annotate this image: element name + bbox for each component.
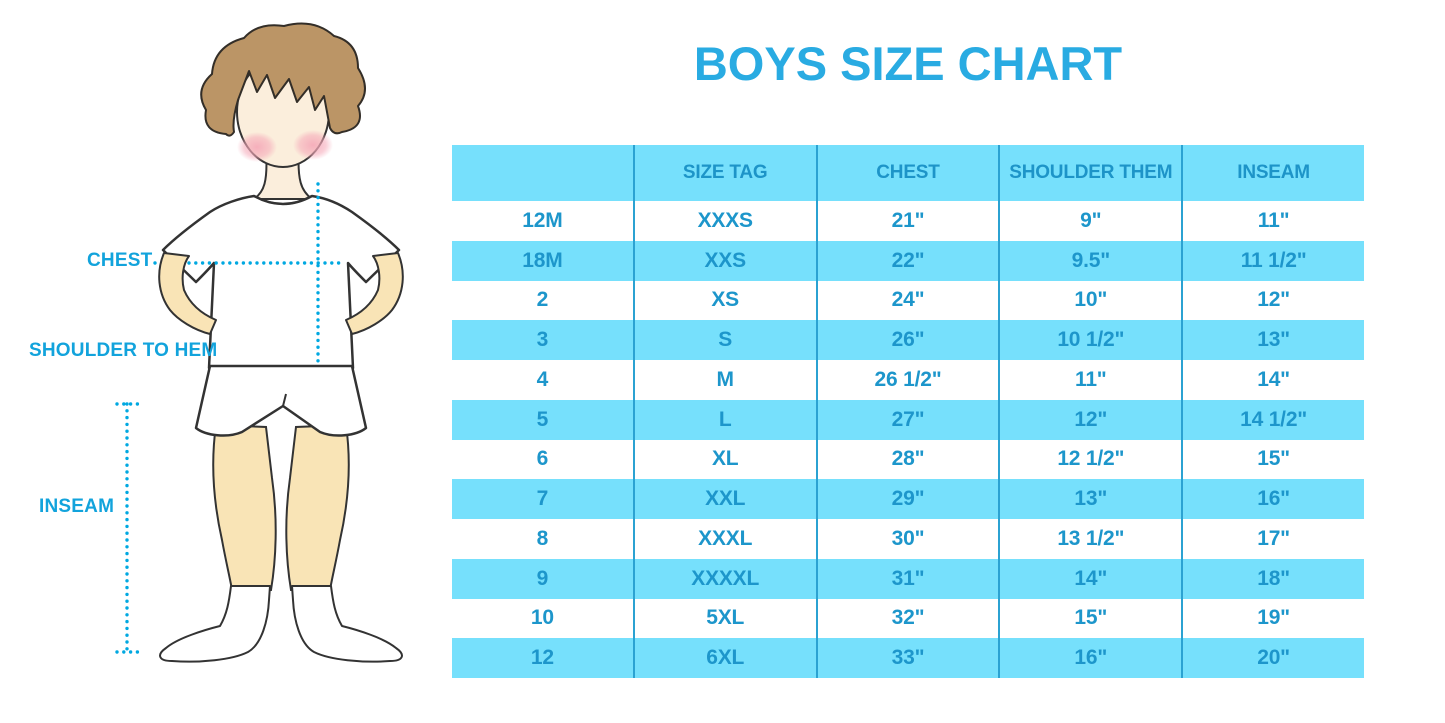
table-cell: 10 1/2": [1000, 320, 1184, 360]
table-cell: 26": [818, 320, 1001, 360]
table-cell: 6: [452, 439, 635, 480]
blush-left-cheek: [237, 132, 277, 162]
table-cell: 6XL: [635, 638, 818, 678]
right-leg: [285, 423, 350, 591]
table-cell: 14 1/2": [1240, 407, 1308, 431]
table-cell: 26 1/2": [818, 360, 1001, 400]
shoulder-to-hem-label: SHOULDER TO HEM: [29, 340, 218, 361]
table-cell: 12M: [452, 201, 635, 241]
table-row: 6 XL 28" 12 1/2" 15": [452, 439, 1364, 480]
table-cell: XXXS: [635, 201, 818, 241]
table-cell: 15": [1000, 598, 1184, 639]
table-row: 3 S 26" 10 1/2" 13": [452, 320, 1364, 360]
column-header-size-tag: SIZE TAG: [635, 145, 818, 201]
table-cell: XL: [635, 439, 818, 480]
table-cell: 32": [818, 598, 1001, 639]
table-cell: 30": [818, 519, 1001, 559]
table-cell: 9: [452, 558, 635, 599]
shorts: [194, 364, 368, 437]
right-sock: [291, 585, 403, 663]
table-cell: 7: [452, 479, 635, 519]
table-row: 12 6XL 33" 16" 20": [452, 638, 1364, 678]
table-cell: 3: [452, 320, 635, 360]
table-cell: L: [635, 399, 818, 440]
table-cell: 19": [1257, 606, 1290, 630]
table-cell: 11 1/2": [1240, 248, 1307, 272]
t-shirt: [161, 194, 401, 370]
table-cell: XXXXL: [635, 558, 818, 599]
left-leg: [212, 423, 277, 591]
table-cell: 16": [1257, 487, 1290, 511]
column-header-size: [452, 145, 635, 201]
table-cell: 4: [452, 360, 635, 400]
table-cell: 14": [1000, 558, 1184, 599]
table-row: 5 L 27" 12" 14 1/2": [452, 399, 1364, 440]
column-header-chest: CHEST: [818, 145, 1001, 201]
table-cell: 15": [1257, 447, 1290, 471]
table-cell: 5XL: [635, 598, 818, 639]
table-cell: 11": [1257, 208, 1290, 232]
left-arm: [158, 252, 217, 335]
table-cell: 2: [452, 280, 635, 321]
table-cell: 24": [818, 280, 1001, 321]
table-cell: 16": [1000, 638, 1184, 678]
shorts-crotch-line: [282, 393, 287, 407]
table-row: 18M XXS 22" 9.5" 11 1/2": [452, 240, 1364, 281]
table-row: 8 XXXL 30" 13 1/2" 17": [452, 519, 1364, 559]
table-cell: 31": [818, 558, 1001, 599]
table-cell: 9.5": [1000, 240, 1184, 281]
column-header-inseam: INSEAM: [1237, 162, 1310, 183]
hair: [200, 22, 366, 137]
table-cell: 13": [1257, 328, 1290, 352]
boy-illustration: [115, 22, 404, 663]
table-cell: M: [635, 360, 818, 400]
table-cell: 20": [1257, 646, 1290, 670]
table-header-row: SIZE TAG CHEST SHOULDER THEM INSEAM: [452, 145, 1364, 201]
table-cell: 22": [818, 240, 1001, 281]
table-cell: 18": [1257, 566, 1290, 590]
table-cell: 17": [1257, 526, 1290, 550]
size-chart-table: SIZE TAG CHEST SHOULDER THEM INSEAM 12M X…: [452, 145, 1364, 678]
table-cell: 18M: [452, 240, 635, 281]
table-cell: 27": [818, 399, 1001, 440]
table-cell: 13 1/2": [1000, 519, 1184, 559]
right-arm: [345, 252, 404, 335]
table-cell: 13": [1000, 479, 1184, 519]
table-row: 9 XXXXL 31" 14" 18": [452, 558, 1364, 599]
table-cell: 12": [1000, 399, 1184, 440]
table-cell: 28": [818, 439, 1001, 480]
table-cell: 12": [1257, 288, 1290, 312]
page-title: BOYS SIZE CHART: [693, 37, 1123, 90]
table-cell: 5: [452, 399, 635, 440]
table-row: 4 M 26 1/2" 11" 14": [452, 360, 1364, 400]
table-cell: 11": [1000, 360, 1184, 400]
chest-label: CHEST: [87, 250, 153, 271]
table-cell: XXXL: [635, 519, 818, 559]
table-cell: 14": [1257, 367, 1290, 391]
inseam-label: INSEAM: [39, 496, 115, 517]
table-cell: 12: [452, 638, 635, 678]
table-row: 7 XXL 29" 13" 16": [452, 479, 1364, 519]
table-row: 12M XXXS 21" 9" 11": [452, 201, 1364, 241]
table-cell: 33": [818, 638, 1001, 678]
table-row: 10 5XL 32" 15" 19": [452, 598, 1364, 639]
table-cell: XXL: [635, 479, 818, 519]
column-header-shoulder-hem: SHOULDER THEM: [1000, 145, 1184, 201]
table-cell: 12 1/2": [1000, 439, 1184, 480]
table-cell: 9": [1000, 201, 1184, 241]
size-table-body: 12M XXXS 21" 9" 11" 18M XXS 22" 9.5" 11 1/2" 2 XS 24…: [452, 201, 1364, 678]
table-cell: 8: [452, 519, 635, 559]
table-cell: XXS: [635, 240, 818, 281]
table-cell: 21": [818, 201, 1001, 241]
table-cell: XS: [635, 280, 818, 321]
table-cell: 10: [452, 598, 635, 639]
left-sock: [159, 585, 271, 663]
table-cell: 29": [818, 479, 1001, 519]
table-cell: 10": [1000, 280, 1184, 321]
blush-right-cheek: [293, 130, 333, 160]
table-cell: S: [635, 320, 818, 360]
table-row: 2 XS 24" 10" 12": [452, 280, 1364, 321]
collar-line: [253, 195, 313, 205]
